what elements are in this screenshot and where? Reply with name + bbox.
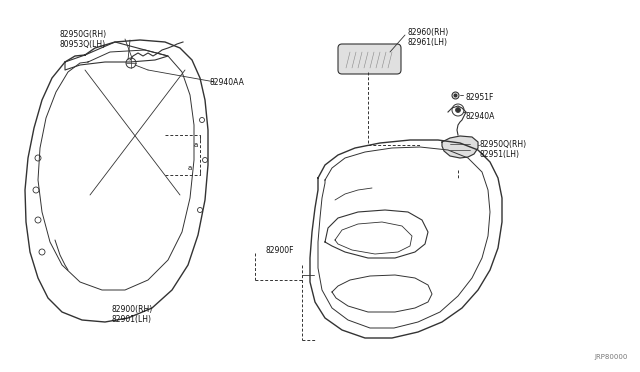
Text: 82901(LH): 82901(LH) (112, 315, 152, 324)
Text: a: a (188, 165, 192, 171)
Text: 82950Q(RH): 82950Q(RH) (480, 140, 527, 149)
FancyBboxPatch shape (338, 44, 401, 74)
Text: 82900(RH): 82900(RH) (112, 305, 153, 314)
Text: JRP80000: JRP80000 (595, 354, 628, 360)
Text: 82940A: 82940A (465, 112, 494, 121)
Text: 82900F: 82900F (265, 246, 294, 255)
Text: 82960(RH): 82960(RH) (408, 28, 449, 37)
Text: 82951F: 82951F (465, 93, 493, 102)
Polygon shape (442, 136, 478, 158)
Text: 80953Q(LH): 80953Q(LH) (60, 40, 106, 49)
Text: 82940AA: 82940AA (210, 78, 245, 87)
Text: a: a (194, 142, 198, 148)
Text: 82951(LH): 82951(LH) (480, 150, 520, 159)
Text: 82950G(RH): 82950G(RH) (60, 30, 107, 39)
Circle shape (456, 108, 461, 112)
Text: 82961(LH): 82961(LH) (408, 38, 448, 47)
